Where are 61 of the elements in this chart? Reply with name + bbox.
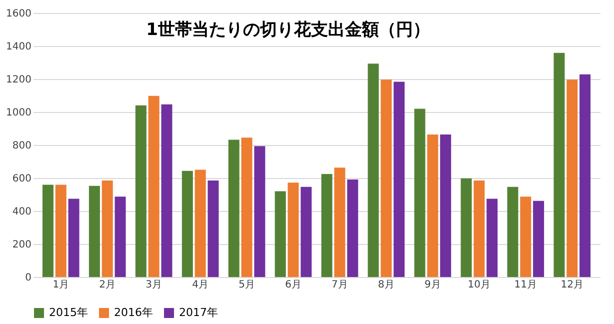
bar (334, 168, 346, 277)
x-tick-label: 12月 (560, 280, 584, 290)
bar (380, 80, 392, 277)
y-tick-label: 800 (12, 140, 32, 152)
bar (427, 134, 438, 277)
bar (440, 134, 452, 277)
bar (566, 80, 578, 277)
bar (474, 180, 485, 277)
x-tick-label: 2月 (99, 280, 116, 290)
legend-label: 2017年 (179, 306, 218, 319)
bar (321, 174, 332, 277)
x-tick-label: 8月 (378, 280, 394, 290)
bar (507, 186, 518, 277)
chart-title: 1世帯当たりの切り花支出金額（円） (146, 20, 430, 40)
bar (347, 179, 358, 277)
bar (254, 146, 266, 277)
x-tick-label: 3月 (146, 280, 162, 290)
bar (148, 96, 160, 277)
bar (241, 138, 252, 277)
bar (533, 200, 544, 277)
bar (208, 180, 219, 277)
x-tick-label: 4月 (192, 280, 208, 290)
y-tick-label: 1600 (6, 8, 32, 20)
bar (394, 82, 405, 277)
bar (460, 178, 472, 277)
bar (414, 108, 426, 277)
bar (182, 170, 193, 277)
y-tick-label: 1000 (6, 108, 32, 118)
bar (288, 182, 299, 277)
legend-label: 2016年 (114, 306, 153, 319)
y-tick-label: 1400 (6, 42, 32, 52)
bar (42, 184, 54, 277)
bar (194, 170, 206, 277)
y-tick-label: 600 (12, 174, 32, 184)
bar (88, 186, 100, 277)
bar (520, 196, 532, 277)
bar (161, 104, 172, 277)
bar (228, 140, 240, 277)
x-tick-label: 9月 (424, 280, 441, 290)
legend-label: 2015年 (49, 306, 88, 319)
x-tick-label: 10月 (468, 280, 491, 290)
bar (580, 74, 591, 277)
x-tick-label: 1月 (52, 280, 70, 290)
bar (102, 180, 113, 277)
bar (486, 198, 498, 277)
bar (274, 191, 286, 277)
bar (300, 186, 312, 277)
bar (135, 105, 146, 277)
bar (554, 52, 565, 277)
y-tick-label: 1200 (6, 74, 32, 86)
y-tick-label: 0 (25, 272, 32, 284)
bar (55, 184, 66, 277)
bar (114, 196, 126, 277)
y-tick-label: 400 (12, 206, 32, 218)
y-tick-label: 200 (12, 240, 32, 250)
x-tick-label: 11月 (514, 280, 538, 290)
bar (368, 64, 379, 277)
x-tick-label: 6月 (285, 280, 302, 290)
bar (68, 198, 80, 277)
x-tick-label: 5月 (238, 280, 255, 290)
x-tick-label: 7月 (332, 280, 348, 290)
